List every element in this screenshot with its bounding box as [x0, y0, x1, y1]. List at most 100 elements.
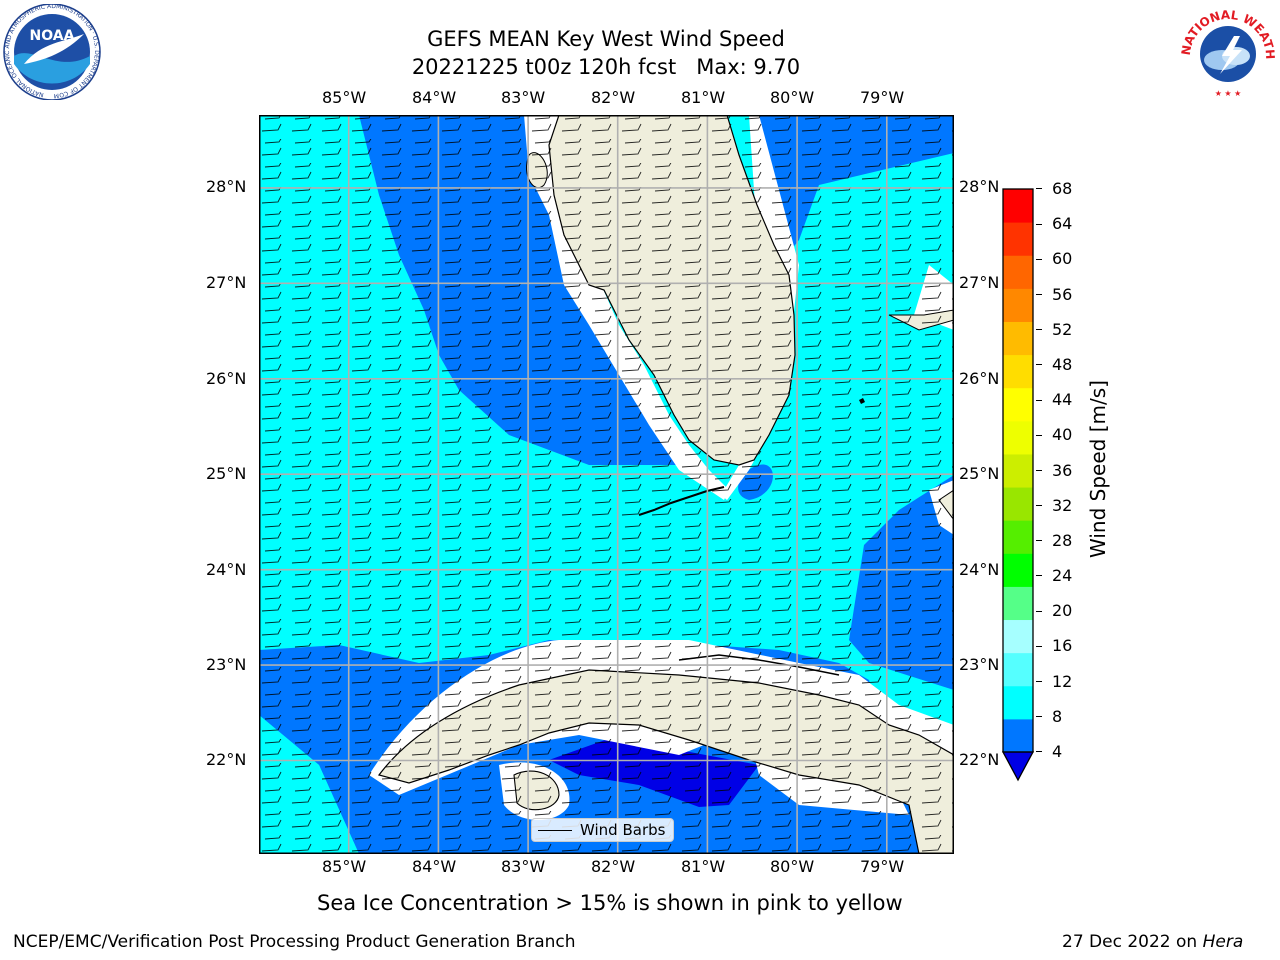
colorbar-band-9	[1003, 453, 1033, 488]
colorbar-tick-mark	[1036, 364, 1042, 366]
legend-label: Wind Barbs	[580, 821, 666, 839]
colorbar-tick-mark	[1036, 575, 1042, 577]
wind-barbs	[259, 115, 954, 854]
lon-tick-bottom-83w: 83°W	[501, 857, 546, 876]
colorbar-tick-label: 28	[1052, 530, 1073, 550]
lon-tick-top-79w: 79°W	[860, 88, 905, 107]
noaa-logo: NATIONAL OCEANIC AND ATMOSPHERIC ADMINIS…	[2, 4, 101, 100]
lat-tick-right-25n: 25°N	[959, 464, 1000, 483]
colorbar-tick-label: 36	[1052, 460, 1073, 480]
nws-logo: NATIONAL WEATHER SERVICE ★ ★ ★	[1178, 2, 1277, 98]
colorbar-tick-label: 4	[1052, 742, 1063, 761]
lon-tick-bottom-80w: 80°W	[770, 857, 815, 876]
lon-tick-top-81w: 81°W	[681, 88, 726, 107]
lat-tick-left-27n: 27°N	[206, 273, 247, 292]
colorbar-tick-label: 16	[1052, 636, 1073, 656]
colorbar-tick-mark	[1036, 751, 1042, 753]
colorbar-tick-label: 40	[1052, 425, 1073, 445]
lon-tick-bottom-82w: 82°W	[591, 857, 636, 876]
colorbar-band-10	[1003, 420, 1033, 455]
lat-tick-left-26n: 26°N	[206, 369, 247, 388]
colorbar-under-arrow	[1001, 751, 1035, 782]
colorbar-tick-label: 20	[1052, 601, 1073, 621]
colorbar-tick-label: 8	[1052, 706, 1063, 726]
gridlines	[259, 115, 954, 854]
lat-tick-left-23n: 23°N	[206, 655, 247, 674]
lon-tick-bottom-85w: 85°W	[322, 857, 367, 876]
svg-text:NOAA: NOAA	[30, 28, 75, 44]
colorbar-tick-mark	[1036, 258, 1042, 260]
lat-tick-right-23n: 23°N	[959, 655, 1000, 674]
colorbar-tick-mark	[1036, 223, 1042, 225]
lon-tick-top-80w: 80°W	[770, 88, 815, 107]
colorbar-tick-mark	[1036, 681, 1042, 683]
colorbar-band-7	[1003, 520, 1033, 554]
colorbar-label: Wind Speed [m/s]	[1086, 380, 1110, 558]
colorbar-tick-mark	[1036, 399, 1042, 401]
colorbar-tick-label: 64	[1052, 214, 1073, 234]
colorbar-tick-mark	[1036, 434, 1042, 436]
lat-tick-left-28n: 28°N	[206, 177, 247, 196]
colorbar-tick-label: 60	[1052, 249, 1073, 269]
colorbar-tick-mark	[1036, 645, 1042, 647]
wind-speed-map	[259, 115, 954, 854]
footer-date: 27 Dec 2022 on Hera	[1062, 932, 1243, 952]
colorbar-band-5	[1003, 586, 1033, 621]
colorbar-tick-mark	[1036, 329, 1042, 331]
colorbar-tick-mark	[1036, 610, 1042, 612]
lon-tick-bottom-81w: 81°W	[681, 857, 726, 876]
sea-ice-caption: Sea Ice Concentration > 15% is shown in …	[317, 891, 903, 915]
colorbar-frame	[1002, 188, 1034, 753]
colorbar-tick-label: 68	[1052, 179, 1073, 198]
colorbar-tick-label: 48	[1052, 354, 1073, 374]
lat-tick-right-27n: 27°N	[959, 273, 1000, 292]
colorbar-tick-mark	[1036, 505, 1042, 507]
chart-title: GEFS MEAN Key West Wind Speed	[427, 27, 785, 51]
lon-tick-top-83w: 83°W	[501, 88, 546, 107]
colorbar	[1001, 188, 1035, 782]
lon-tick-bottom-79w: 79°W	[860, 857, 905, 876]
lat-tick-right-26n: 26°N	[959, 369, 1000, 388]
lon-tick-top-82w: 82°W	[591, 88, 636, 107]
colorbar-tick-label: 12	[1052, 671, 1073, 691]
colorbar-tick-label: 56	[1052, 284, 1073, 304]
colorbar-band-3	[1003, 652, 1033, 687]
map-legend: Wind Barbs	[531, 818, 675, 842]
colorbar-tick-mark	[1036, 293, 1042, 295]
footer-date-text: 27 Dec 2022 on	[1062, 932, 1198, 952]
lat-tick-right-28n: 28°N	[959, 177, 1000, 196]
lon-tick-bottom-84w: 84°W	[412, 857, 457, 876]
colorbar-band-15	[1003, 255, 1033, 289]
legend-line-swatch	[538, 829, 572, 831]
lat-tick-left-24n: 24°N	[206, 560, 247, 579]
colorbar-band-16	[1003, 222, 1033, 256]
colorbar-band-6	[1003, 553, 1033, 587]
lat-tick-right-24n: 24°N	[959, 560, 1000, 579]
chart-subtitle: 20221225 t00z 120h fcst Max: 9.70	[411, 55, 801, 79]
lat-tick-left-22n: 22°N	[206, 750, 247, 769]
svg-text:★ ★ ★: ★ ★ ★	[1215, 89, 1242, 98]
colorbar-band-11	[1003, 387, 1033, 422]
colorbar-band-4	[1003, 619, 1033, 654]
map-frame	[259, 115, 954, 854]
lon-tick-top-85w: 85°W	[322, 88, 367, 107]
lat-tick-right-22n: 22°N	[959, 750, 1000, 769]
colorbar-tick-mark	[1036, 188, 1042, 190]
footer-branch: NCEP/EMC/Verification Post Processing Pr…	[13, 932, 576, 952]
colorbar-tick-mark	[1036, 469, 1042, 471]
colorbar-tick-label: 52	[1052, 319, 1073, 339]
lon-tick-top-84w: 84°W	[412, 88, 457, 107]
colorbar-band-8	[1003, 487, 1033, 521]
colorbar-tick-mark	[1036, 540, 1042, 542]
colorbar-tick-label: 24	[1052, 566, 1073, 586]
lat-tick-left-25n: 25°N	[206, 464, 247, 483]
colorbar-band-12	[1003, 354, 1033, 389]
colorbar-band-14	[1003, 288, 1033, 322]
colorbar-band-17	[1003, 189, 1033, 223]
colorbar-band-13	[1003, 321, 1033, 356]
colorbar-tick-label: 32	[1052, 495, 1073, 515]
footer-machine: Hera	[1202, 932, 1244, 952]
colorbar-tick-mark	[1036, 716, 1042, 718]
colorbar-band-1	[1003, 718, 1033, 753]
colorbar-band-2	[1003, 685, 1033, 720]
